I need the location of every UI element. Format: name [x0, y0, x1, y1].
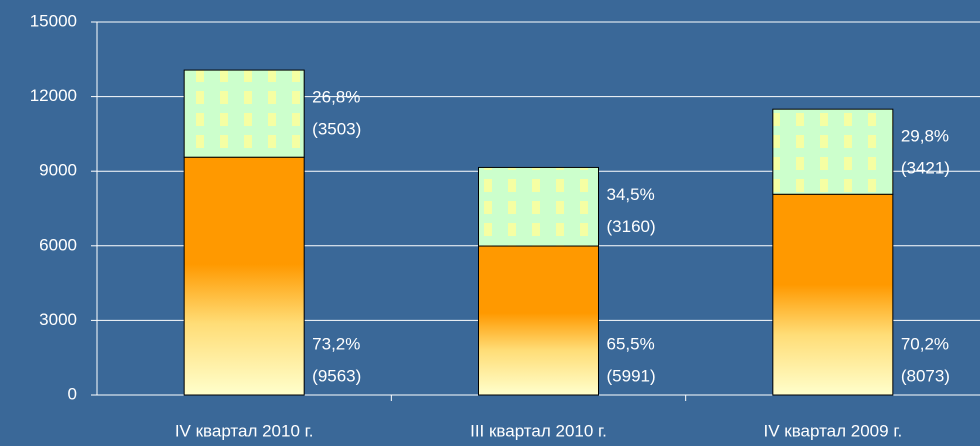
bar-segment — [478, 166, 599, 247]
y-tick-label: 6000 — [39, 235, 77, 254]
value-label: (8073) — [901, 366, 950, 385]
share-label: 70,2% — [901, 334, 949, 353]
value-label: (3503) — [312, 120, 361, 139]
bar-segment — [772, 193, 894, 396]
value-label: (3421) — [901, 159, 950, 178]
share-label: 29,8% — [901, 127, 949, 146]
y-tick-label: 3000 — [39, 310, 77, 329]
y-tick-label: 0 — [68, 384, 77, 403]
y-tick-label: 9000 — [39, 161, 77, 180]
bar-segment — [772, 108, 894, 195]
value-label: (9563) — [312, 366, 361, 385]
y-tick-label: 12000 — [30, 86, 77, 105]
bar-segment — [183, 69, 305, 158]
x-tick-label: IV квартал 2009 г. — [763, 421, 902, 440]
share-label: 65,5% — [607, 334, 655, 353]
x-tick-label: IV квартал 2010 г. — [175, 421, 314, 440]
value-label: (3160) — [607, 217, 656, 236]
value-label: (5991) — [607, 366, 656, 385]
bar-segment — [183, 156, 305, 396]
share-label: 26,8% — [312, 88, 360, 107]
share-label: 34,5% — [607, 185, 655, 204]
bar-segment — [478, 245, 599, 396]
x-tick-label: III квартал 2010 г. — [470, 421, 607, 440]
share-label: 73,2% — [312, 334, 360, 353]
y-tick-label: 15000 — [30, 11, 77, 30]
